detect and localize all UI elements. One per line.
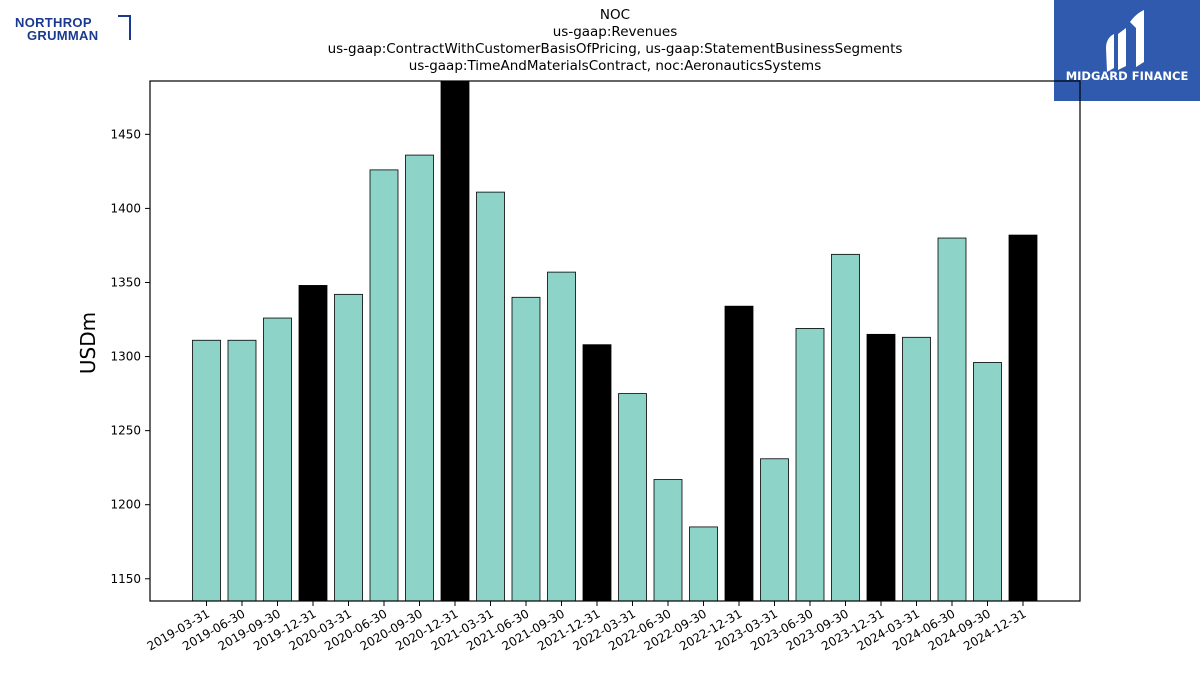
y-axis-label: USDm — [76, 312, 100, 374]
bar-2020-12-31 — [440, 80, 470, 602]
bar-2019-12-31 — [298, 285, 328, 602]
midgard-finance-logo: MIDGARD FINANCE — [1054, 0, 1200, 101]
plot-frame — [149, 80, 1081, 602]
bar-2021-03-31 — [476, 191, 505, 602]
bar-2019-03-31 — [192, 339, 221, 602]
bar-2023-12-31 — [866, 333, 896, 602]
bar-2022-09-30 — [689, 526, 718, 602]
bar-2023-03-31 — [760, 458, 789, 602]
chart-title-line-4: us-gaap:TimeAndMaterialsContract, noc:Ae… — [408, 58, 822, 74]
chart-title-line-2: us-gaap:Revenues — [552, 24, 678, 40]
bar-2021-06-30 — [511, 296, 541, 602]
northrop-grumman-logo: NORTHROP GRUMMAN — [14, 14, 134, 44]
y-tick-label: 1450 — [110, 127, 141, 141]
y-tick-label: 1150 — [110, 572, 141, 586]
bar-2019-06-30 — [227, 339, 257, 602]
y-tick-label: 1200 — [110, 498, 141, 512]
logo-text-grumman: GRUMMAN — [27, 28, 98, 43]
bar-2019-09-30 — [263, 317, 292, 602]
y-tick-label: 1300 — [110, 350, 141, 364]
logo-text-midgard-finance: MIDGARD FINANCE — [1066, 69, 1189, 83]
y-tick-label: 1400 — [110, 201, 141, 215]
bar-2024-03-31 — [902, 336, 931, 602]
bar-2022-12-31 — [724, 305, 754, 602]
bar-2020-03-31 — [334, 293, 363, 602]
bar-2022-06-30 — [653, 479, 683, 602]
bar-2023-06-30 — [795, 328, 825, 602]
logo-text-northrop: NORTHROP — [15, 15, 92, 30]
bar-2023-09-30 — [831, 253, 860, 602]
bar-2021-12-31 — [582, 344, 612, 602]
bar-2020-09-30 — [405, 154, 434, 602]
bar-2024-06-30 — [937, 237, 967, 602]
bar-2024-09-30 — [973, 362, 1002, 602]
bar-2024-12-31 — [1008, 234, 1038, 602]
bar-2022-03-31 — [618, 393, 647, 602]
chart-title-line-1: NOC — [599, 7, 631, 23]
y-tick-label: 1350 — [110, 275, 141, 289]
bar-2020-06-30 — [369, 169, 399, 602]
y-tick-label: 1250 — [110, 424, 141, 438]
chart-title-line-3: us-gaap:ContractWithCustomerBasisOfPrici… — [327, 41, 903, 57]
chart-title: NOC us-gaap:Revenues us-gaap:ContractWit… — [150, 7, 1080, 75]
bar-2021-09-30 — [547, 271, 576, 602]
